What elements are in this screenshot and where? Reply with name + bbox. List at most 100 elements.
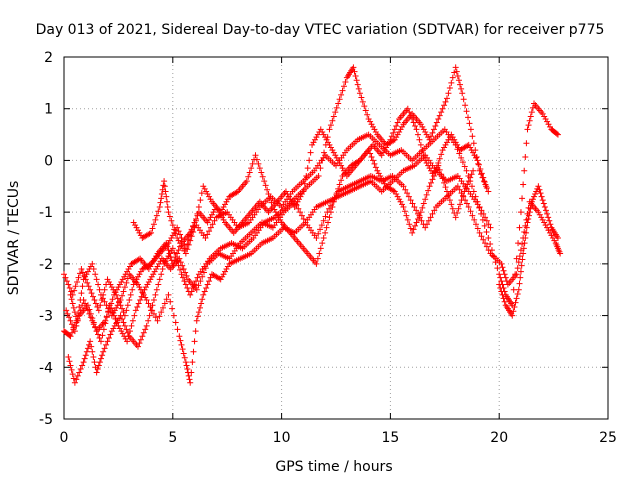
data-point xyxy=(219,214,226,221)
data-point xyxy=(71,287,78,294)
data-point xyxy=(157,258,164,265)
data-point xyxy=(514,291,521,298)
x-axis-label: GPS time / hours xyxy=(275,459,392,475)
data-point xyxy=(213,203,220,210)
data-point xyxy=(206,228,213,235)
data-point xyxy=(84,279,91,286)
data-point xyxy=(165,291,172,298)
data-point xyxy=(422,157,429,164)
data-point xyxy=(477,166,484,173)
data-point xyxy=(425,217,432,224)
data-point xyxy=(181,354,188,361)
data-point xyxy=(480,178,487,185)
data-point xyxy=(89,260,96,267)
data-point xyxy=(516,224,523,231)
data-point xyxy=(412,122,419,129)
data-point xyxy=(468,147,475,154)
data-point xyxy=(160,304,167,311)
data-point xyxy=(371,160,378,167)
data-point xyxy=(91,359,98,366)
data-point xyxy=(467,174,474,181)
data-point xyxy=(417,141,424,148)
data-point xyxy=(78,290,85,297)
series-track-e xyxy=(67,152,494,386)
data-point xyxy=(197,197,204,204)
data-point xyxy=(207,214,214,221)
data-point xyxy=(327,209,334,216)
data-point xyxy=(467,126,474,133)
data-point xyxy=(161,183,168,190)
data-point xyxy=(197,304,203,311)
data-point xyxy=(134,273,141,280)
data-point xyxy=(190,348,197,355)
data-point xyxy=(294,198,301,205)
data-point xyxy=(156,260,163,267)
data-point xyxy=(557,250,564,257)
data-point xyxy=(187,237,194,244)
data-point xyxy=(153,286,160,293)
data-point xyxy=(163,193,170,200)
data-point xyxy=(149,225,156,232)
data-point xyxy=(511,303,518,310)
data-point xyxy=(320,235,327,241)
data-point xyxy=(176,333,183,340)
data-point xyxy=(72,283,79,290)
data-point xyxy=(449,74,456,81)
data-point xyxy=(338,91,345,98)
data-point xyxy=(300,188,307,195)
data-point xyxy=(103,302,110,309)
data-point xyxy=(185,372,192,379)
data-point xyxy=(132,222,139,229)
data-point xyxy=(178,341,185,348)
data-point xyxy=(264,186,271,193)
data-point xyxy=(67,317,74,324)
data-point xyxy=(70,304,77,311)
data-point xyxy=(190,228,197,235)
data-point xyxy=(463,108,470,115)
data-point xyxy=(404,216,411,223)
data-point xyxy=(165,247,172,254)
data-point xyxy=(200,291,207,298)
x-tick-label: 20 xyxy=(490,430,508,446)
data-point xyxy=(427,214,434,221)
data-point xyxy=(272,209,279,216)
data-point xyxy=(413,219,420,226)
data-point xyxy=(403,212,410,219)
y-tick-label: -2 xyxy=(39,257,53,273)
data-point xyxy=(417,209,424,216)
data-point xyxy=(158,309,165,316)
data-point xyxy=(533,188,540,195)
data-point xyxy=(206,278,213,285)
data-point xyxy=(179,274,186,281)
data-point xyxy=(168,217,175,224)
data-point xyxy=(68,288,75,295)
data-point xyxy=(125,266,132,273)
data-point xyxy=(399,201,406,208)
data-point xyxy=(217,276,224,283)
data-point xyxy=(322,229,329,236)
data-point xyxy=(354,81,361,88)
data-point xyxy=(88,290,95,297)
data-point xyxy=(325,139,332,146)
data-point xyxy=(108,300,115,307)
data-point xyxy=(183,362,190,369)
data-point xyxy=(193,286,200,293)
data-point xyxy=(132,307,139,314)
data-point xyxy=(76,270,83,277)
data-point xyxy=(71,309,78,316)
data-point xyxy=(393,134,400,141)
data-point xyxy=(309,141,316,148)
data-point xyxy=(163,198,170,205)
data-point xyxy=(256,165,263,172)
x-axis-ticks: 0 5 10 15 20 25 xyxy=(60,57,617,446)
data-point xyxy=(449,134,456,141)
data-point xyxy=(119,305,126,312)
data-point xyxy=(297,209,304,216)
data-point xyxy=(471,152,478,159)
data-point xyxy=(541,219,548,226)
data-point xyxy=(545,214,552,221)
data-point xyxy=(426,183,433,190)
data-point xyxy=(69,300,76,307)
data-point xyxy=(287,196,294,203)
data-point xyxy=(191,338,198,345)
